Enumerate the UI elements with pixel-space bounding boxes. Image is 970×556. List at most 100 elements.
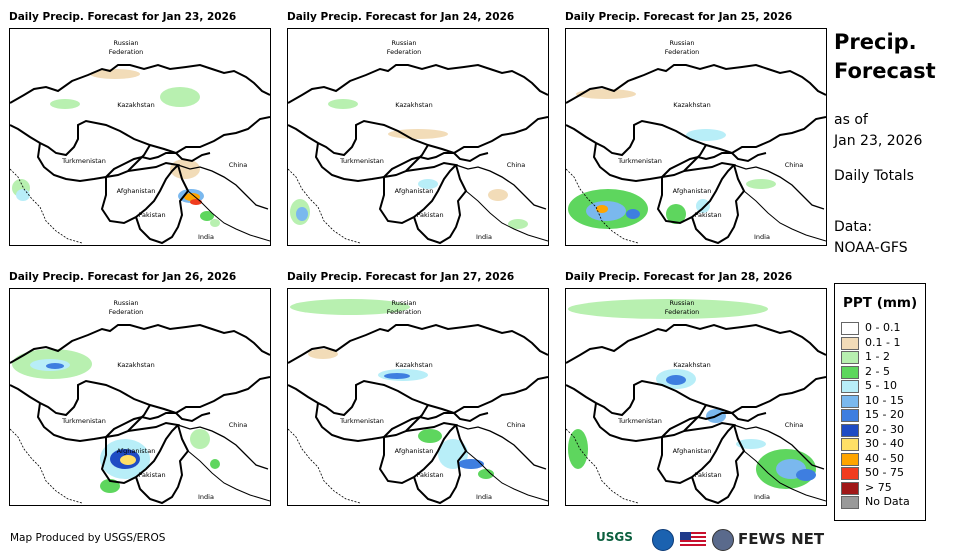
precip-area bbox=[596, 205, 608, 213]
precip-area bbox=[308, 349, 338, 359]
map-label-kazakhstan: Kazakhstan bbox=[395, 101, 432, 109]
precip-area bbox=[46, 363, 64, 369]
map-label-china: China bbox=[229, 421, 248, 429]
precip-area bbox=[328, 99, 358, 109]
map-label-kazakhstan: Kazakhstan bbox=[673, 361, 710, 369]
legend-swatch bbox=[841, 322, 859, 335]
legend-swatch bbox=[841, 409, 859, 422]
map-label-pakistan: Pakistan bbox=[138, 211, 165, 219]
precip-area bbox=[200, 211, 214, 221]
map-label-russia-2: Federation bbox=[387, 308, 422, 316]
map-label-india: India bbox=[754, 233, 770, 241]
map-label-india: India bbox=[476, 233, 492, 241]
map-label-india: India bbox=[476, 493, 492, 501]
legend-title: PPT (mm) bbox=[843, 295, 918, 311]
legend-swatch bbox=[841, 481, 859, 495]
legend-label: 1 - 2 bbox=[865, 350, 890, 363]
map-label-turkmenistan: Turkmenistan bbox=[339, 157, 384, 165]
precip-area bbox=[160, 87, 200, 107]
precip-area bbox=[746, 179, 776, 189]
panel-title: Daily Precip. Forecast for Jan 23, 2026 bbox=[9, 11, 237, 23]
map-label-pakistan: Pakistan bbox=[416, 211, 443, 219]
usaid-seal-icon bbox=[712, 529, 734, 551]
precip-area bbox=[190, 199, 202, 205]
map-label-pakistan: Pakistan bbox=[694, 211, 721, 219]
precip-area bbox=[796, 469, 816, 481]
precip-area bbox=[50, 99, 80, 109]
map-label-russia-1: Russian bbox=[669, 39, 694, 47]
map-label-russia-1: Russian bbox=[113, 299, 138, 307]
map-label-afghanistan: Afghanistan bbox=[395, 447, 434, 455]
us-flag-icon bbox=[680, 532, 706, 547]
map-label-afghanistan: Afghanistan bbox=[117, 447, 156, 455]
map-label-india: India bbox=[754, 493, 770, 501]
map-label-afghanistan: Afghanistan bbox=[673, 187, 712, 195]
panel-title: Daily Precip. Forecast for Jan 27, 2026 bbox=[287, 271, 515, 283]
precip-area bbox=[626, 209, 640, 219]
precip-map: Russian Federation Kazakhstan Turkmenist… bbox=[9, 28, 271, 246]
map-label-turkmenistan: Turkmenistan bbox=[61, 417, 106, 425]
map-label-turkmenistan: Turkmenistan bbox=[339, 417, 384, 425]
precip-area bbox=[568, 429, 588, 469]
map-label-russia-1: Russian bbox=[391, 39, 416, 47]
map-label-russia-2: Federation bbox=[109, 48, 144, 56]
map-label-china: China bbox=[785, 421, 804, 429]
sidebar-title-line2: Forecast bbox=[834, 59, 936, 83]
usgs-logo: USGS bbox=[596, 530, 633, 544]
precip-area bbox=[696, 199, 710, 213]
panel-title: Daily Precip. Forecast for Jan 24, 2026 bbox=[287, 11, 515, 23]
precip-map: Russian Federation Kazakhstan Turkmenist… bbox=[565, 28, 827, 246]
map-label-afghanistan: Afghanistan bbox=[395, 187, 434, 195]
legend-swatch bbox=[841, 351, 859, 364]
precip-area bbox=[488, 189, 508, 201]
precip-area bbox=[290, 299, 410, 315]
precip-area bbox=[210, 459, 220, 469]
legend-swatch bbox=[841, 438, 859, 451]
panel-title: Daily Precip. Forecast for Jan 25, 2026 bbox=[565, 11, 793, 23]
map-label-turkmenistan: Turkmenistan bbox=[617, 157, 662, 165]
legend-swatch bbox=[841, 452, 859, 466]
map-label-russia-2: Federation bbox=[665, 308, 700, 316]
legend-swatch bbox=[841, 380, 859, 393]
legend-label: 0.1 - 1 bbox=[865, 335, 901, 349]
map-label-russia-1: Russian bbox=[113, 39, 138, 47]
precip-area bbox=[666, 204, 686, 224]
map-label-turkmenistan: Turkmenistan bbox=[61, 157, 106, 165]
precip-area bbox=[478, 469, 494, 479]
legend-label: 10 - 15 bbox=[865, 393, 904, 407]
legend-label: 40 - 50 bbox=[865, 451, 904, 465]
precip-area bbox=[384, 373, 410, 379]
map-label-kazakhstan: Kazakhstan bbox=[395, 361, 432, 369]
data-source-value: NOAA-GFS bbox=[834, 240, 908, 256]
precip-area bbox=[190, 429, 210, 449]
daily-totals-label: Daily Totals bbox=[834, 168, 914, 184]
logo-strip: USGS FEWS NET bbox=[596, 528, 826, 551]
precip-area bbox=[666, 375, 686, 385]
legend-label: No Data bbox=[865, 495, 910, 508]
legend-label: > 75 bbox=[865, 480, 892, 494]
legend-swatch bbox=[841, 467, 859, 480]
map-label-india: India bbox=[198, 233, 214, 241]
map-label-russia-1: Russian bbox=[391, 299, 416, 307]
precip-area bbox=[418, 179, 438, 189]
legend-swatch bbox=[841, 394, 859, 408]
precip-area bbox=[736, 439, 766, 449]
legend-label: 50 - 75 bbox=[865, 466, 904, 479]
legend-label: 5 - 10 bbox=[865, 379, 897, 392]
precip-area bbox=[418, 429, 442, 443]
map-label-india: India bbox=[198, 493, 214, 501]
panel-title: Daily Precip. Forecast for Jan 28, 2026 bbox=[565, 271, 793, 283]
precip-map: Russian Federation Kazakhstan Turkmenist… bbox=[287, 28, 549, 246]
map-label-russia-2: Federation bbox=[665, 48, 700, 56]
legend-label: 2 - 5 bbox=[865, 364, 890, 378]
map-label-afghanistan: Afghanistan bbox=[117, 187, 156, 195]
legend-swatch bbox=[841, 336, 859, 350]
precip-map: Russian Federation Kazakhstan Turkmenist… bbox=[565, 288, 827, 506]
sidebar-title-line1: Precip. bbox=[834, 30, 917, 54]
precip-area bbox=[508, 219, 528, 229]
precip-area bbox=[90, 69, 140, 79]
fews-net-logo: FEWS NET bbox=[738, 530, 825, 548]
map-label-kazakhstan: Kazakhstan bbox=[117, 361, 154, 369]
legend-label: 30 - 40 bbox=[865, 437, 904, 450]
